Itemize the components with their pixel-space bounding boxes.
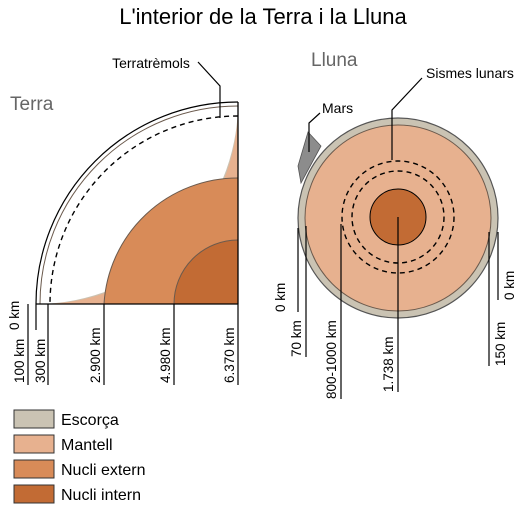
moon-quake-zone-outer-dashed-circle — [341, 160, 455, 274]
earth-crust-outline — [35, 101, 239, 305]
earth-depth-300km: 300 km — [33, 339, 48, 383]
moon-quake-label: Sismes lunars — [426, 65, 514, 81]
moon-section: Lluna Mars Sismes lunars 0 km 70 km 800-… — [273, 50, 517, 399]
earth-inner-core-boundary — [173, 239, 239, 305]
legend-item-crust: Escorça — [13, 409, 119, 429]
earth-quake-zone-dashed-line — [49, 115, 239, 305]
legend-swatch-outer-core — [13, 459, 55, 479]
moon-depth-1738km: 1.738 km — [381, 336, 396, 392]
legend-swatch-crust — [13, 409, 55, 429]
earth-inner-core — [174, 240, 238, 304]
moon-quake-leader-line — [391, 77, 423, 160]
diagram-title: L'interior de la Terra i la Lluna — [119, 4, 407, 29]
earth-depth-0km: 0 km — [7, 301, 22, 330]
mars-leader-line — [308, 112, 321, 152]
moon-name: Lluna — [311, 50, 358, 71]
moon-depth-150km: 150 km — [493, 322, 508, 366]
earth-depth-4980km: 4.980 km — [158, 327, 173, 383]
mars-impactor-crust — [297, 131, 322, 185]
legend: Escorça Mantell Nucli extern Nucli inter… — [13, 409, 145, 504]
moon-depth-0km-right: 0 km — [502, 271, 517, 300]
earth-outer-core-boundary — [103, 177, 239, 305]
legend-label-crust: Escorça — [61, 412, 119, 429]
earth-mantle-boundary — [39, 105, 239, 305]
earth-quake-label: Terratrèmols — [112, 55, 190, 71]
legend-item-outer-core: Nucli extern — [13, 459, 145, 479]
legend-item-inner-core: Nucli intern — [13, 484, 141, 504]
earth-name: Terra — [10, 94, 54, 115]
legend-swatch-inner-core — [13, 484, 55, 504]
earth-depth-100km: 100 km — [12, 339, 27, 383]
earth-depth-2900km: 2.900 km — [88, 327, 103, 383]
legend-label-outer-core: Nucli extern — [61, 462, 145, 479]
moon-depth-0km-left: 0 km — [273, 283, 288, 312]
mars-label: Mars — [322, 100, 353, 116]
moon-depth-70km: 70 km — [289, 320, 304, 357]
legend-item-mantle: Mantell — [13, 434, 113, 454]
earth-section: Terra Terratrèmols 0 km 100 km 300 km 2.… — [7, 55, 239, 385]
legend-label-mantle: Mantell — [61, 437, 113, 454]
earth-quake-leader-line — [197, 61, 221, 118]
legend-swatch-mantle — [13, 434, 55, 454]
earth-depth-6370km: 6.370 km — [222, 327, 237, 383]
moon-depth-800-1000km: 800-1000 km — [324, 320, 339, 399]
legend-label-inner-core: Nucli intern — [61, 487, 141, 504]
